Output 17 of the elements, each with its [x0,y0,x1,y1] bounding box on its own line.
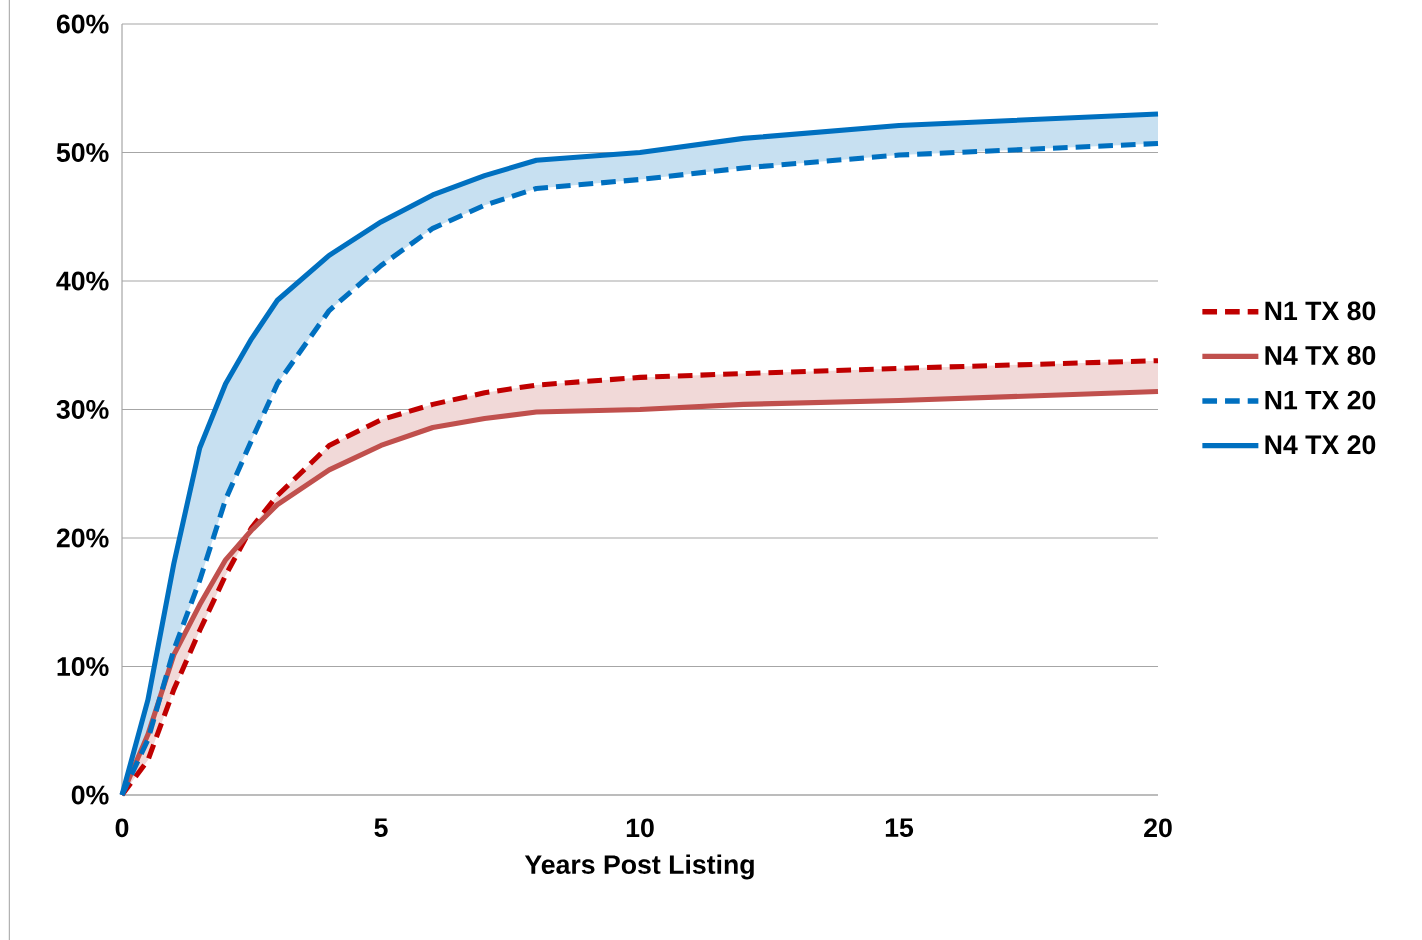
x-tick-label: 20 [1144,818,1172,838]
legend-label: N1 TX 20 [1265,390,1376,410]
y-tick-label: 50% [56,143,109,162]
x-tick-label: 15 [885,818,914,837]
y-tick-label: 40% [56,271,109,291]
x-tick-label: 0 [115,818,129,838]
y-tick-label: 0% [71,785,109,805]
legend-label: N4 TX 80 [1265,346,1376,365]
y-tick-label: 20% [56,528,109,548]
x-tick-label: 5 [374,818,388,837]
legend-label: N4 TX 20 [1265,435,1376,455]
legend-label: N1 TX 80 [1265,301,1376,321]
y-tick-label: 10% [57,657,109,676]
y-tick-label: 60% [56,14,109,34]
x-tick-label: 10 [626,818,654,838]
x-axis-title: Years Post Listing [524,854,754,880]
y-tick-label: 30% [56,400,109,419]
